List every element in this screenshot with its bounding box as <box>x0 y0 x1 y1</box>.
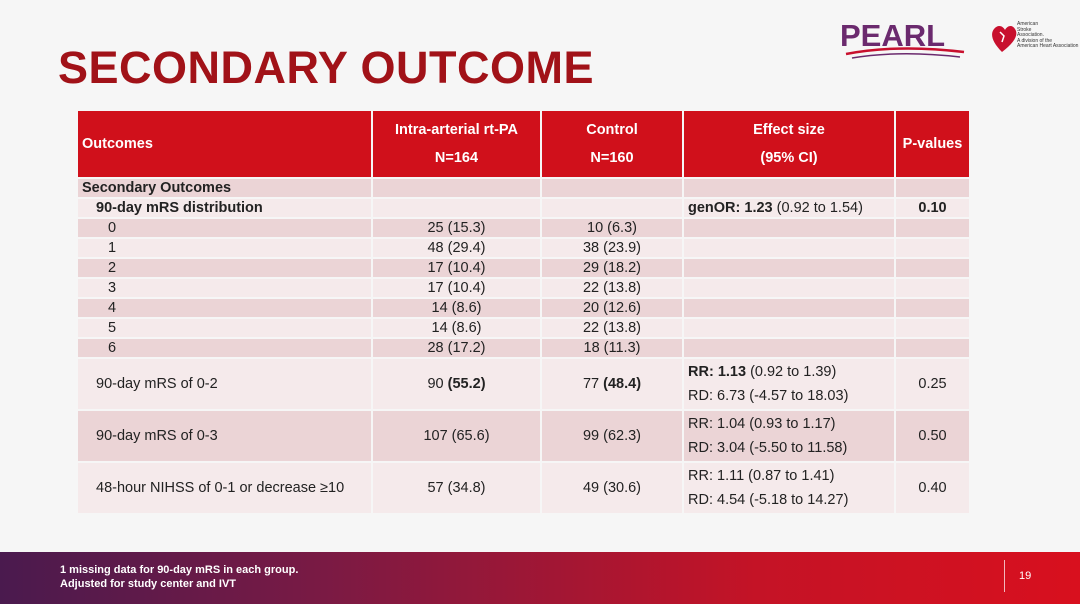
table-row: 90-day mRS of 0-2 90 (55.2) 77 (48.4) RR… <box>78 359 969 409</box>
row-label: 90-day mRS distribution <box>78 199 371 217</box>
section-label: Secondary Outcomes <box>78 179 371 197</box>
table-row: 0 25 (15.3) 10 (6.3) <box>78 219 969 237</box>
aha-wordmark: American Stroke Association. A division … <box>1017 21 1079 49</box>
aha-heart-icon <box>992 26 1017 52</box>
header-effect-size: Effect size (95% CI) <box>684 111 894 177</box>
table-row: Secondary Outcomes <box>78 179 969 197</box>
table-row: 6 28 (17.2) 18 (11.3) <box>78 339 969 357</box>
pearl-logo: PEARL <box>840 18 965 59</box>
effect-size-cell: RR: 1.04 (0.93 to 1.17) RD: 3.04 (-5.50 t… <box>684 411 894 461</box>
p-value-cell: 0.10 <box>896 199 969 217</box>
table-row: 90-day mRS of 0-3 107 (65.6) 99 (62.3) R… <box>78 411 969 461</box>
table-row: 1 48 (29.4) 38 (23.9) <box>78 239 969 257</box>
table-row: 5 14 (8.6) 22 (13.8) <box>78 319 969 337</box>
effect-size-cell: genOR: 1.23 (0.92 to 1.54) <box>684 199 894 217</box>
table-header-row: Outcomes Intra-arterial rt-PA N=164 Contr… <box>78 111 969 177</box>
header-ia: Intra-arterial rt-PA N=164 <box>373 111 540 177</box>
table-row: 90-day mRS distribution genOR: 1.23 (0.9… <box>78 199 969 217</box>
secondary-outcome-table: Outcomes Intra-arterial rt-PA N=164 Contr… <box>76 109 971 515</box>
pearl-logo-text: PEARL <box>840 18 945 53</box>
slide-title: SECONDARY OUTCOME <box>58 42 595 93</box>
footer-bar <box>0 552 1080 604</box>
effect-size-cell: RR: 1.11 (0.87 to 1.41) RD: 4.54 (-5.18 t… <box>684 463 894 513</box>
table-row: 3 17 (10.4) 22 (13.8) <box>78 279 969 297</box>
footnote: 1 missing data for 90-day mRS in each gr… <box>60 564 299 590</box>
header-outcomes: Outcomes <box>78 111 371 177</box>
header-control: Control N=160 <box>542 111 682 177</box>
footer-divider <box>1004 560 1005 592</box>
table-row: 48-hour NIHSS of 0-1 or decrease ≥10 57 … <box>78 463 969 513</box>
effect-size-cell: RR: 1.13 (0.92 to 1.39) RD: 6.73 (-4.57 t… <box>684 359 894 409</box>
header-p-values: P-values <box>896 111 969 177</box>
page-number: 19 <box>1019 570 1032 582</box>
table-row: 4 14 (8.6) 20 (12.6) <box>78 299 969 317</box>
table-row: 2 17 (10.4) 29 (18.2) <box>78 259 969 277</box>
